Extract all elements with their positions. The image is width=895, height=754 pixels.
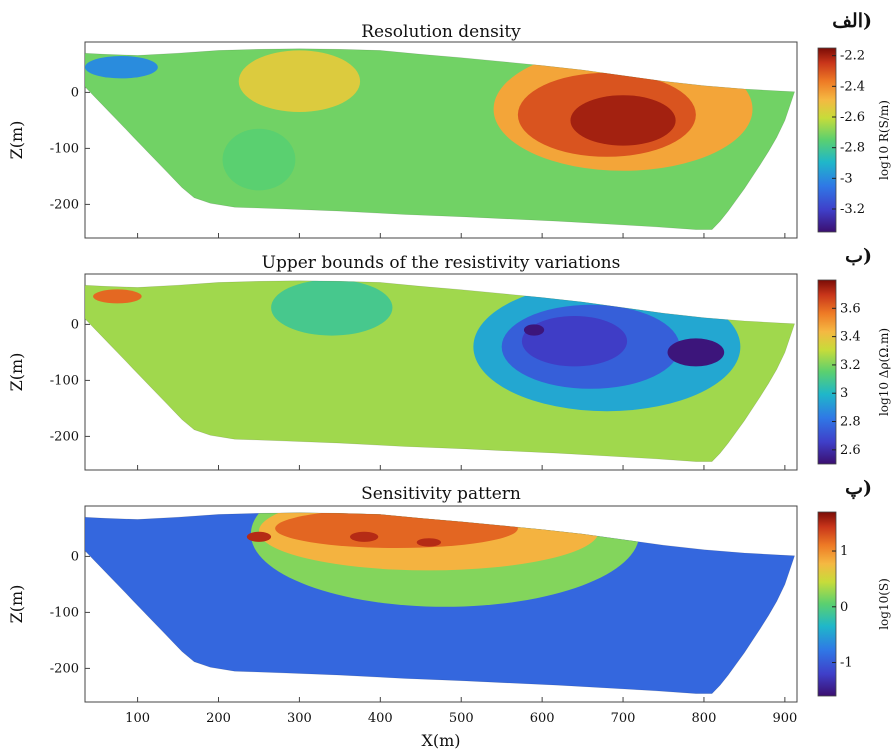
colorbar-tick-label: -2.4 xyxy=(840,79,865,94)
colorbar-tick-label: 3.6 xyxy=(840,301,861,316)
panel-tag: الف) xyxy=(832,10,872,32)
colorbar-tick-label: -3 xyxy=(840,171,853,186)
x-tick-label: 300 xyxy=(287,711,312,726)
y-axis-ticks: 0 -100 -200 xyxy=(50,317,90,444)
y-axis-label: Z(m) xyxy=(7,353,26,392)
colorbar: 1 0 -1 log10(S) xyxy=(817,511,891,697)
y-axis-label: Z(m) xyxy=(7,585,26,624)
x-axis-label: X(m) xyxy=(421,731,460,750)
colorbar: 3.6 3.4 3.2 3 2.8 2.6 log10 Δρ(Ω.m) xyxy=(817,279,891,465)
heatmap-anomaly xyxy=(349,531,379,542)
colorbar-tick-label: -2.8 xyxy=(840,141,865,156)
colorbar-label: log10 R(S/m) xyxy=(877,100,891,180)
x-axis-ticks: 100 200 300 400 500 600 700 800 900 xyxy=(125,697,797,726)
colorbar-tick-label: 3.2 xyxy=(840,358,861,373)
panel-upper-bounds: Upper bounds of the resistivity variatio… xyxy=(7,245,891,471)
colorbar-bar xyxy=(817,279,837,465)
y-tick-label: -100 xyxy=(50,373,79,388)
x-tick-label: 500 xyxy=(449,711,474,726)
colorbar-tick-label: -1 xyxy=(840,656,853,671)
heatmap-contour-region xyxy=(238,50,361,112)
colorbar-tick-label: -2.2 xyxy=(840,49,865,64)
heatmap-anomaly xyxy=(667,338,725,367)
heatmap-anomaly xyxy=(416,538,442,547)
colorbar-bar xyxy=(817,511,837,697)
panel-tag: ب) xyxy=(845,245,872,267)
heatmap-area xyxy=(84,48,796,238)
heatmap-anomaly xyxy=(222,128,296,191)
x-tick-label: 400 xyxy=(368,711,393,726)
heatmap-contour-region xyxy=(271,280,393,336)
panel-sensitivity: Sensitivity pattern پ) 0 -100 -200 100 200 3… xyxy=(7,477,891,750)
heatmap-anomaly xyxy=(93,289,142,304)
y-tick-label: -200 xyxy=(50,661,79,676)
x-tick-label: 600 xyxy=(530,711,555,726)
colorbar-label: log10 Δρ(Ω.m) xyxy=(877,328,891,416)
x-tick-label: 700 xyxy=(611,711,636,726)
x-tick-label: 800 xyxy=(692,711,717,726)
section-outline xyxy=(84,512,796,694)
y-tick-label: -100 xyxy=(50,605,79,620)
colorbar: -2.2 -2.4 -2.6 -2.8 -3 -3.2 log10 R(S/m) xyxy=(817,47,891,233)
heatmap-contour-region xyxy=(521,316,628,367)
x-tick-label: 200 xyxy=(206,711,231,726)
panel-title: Sensitivity pattern xyxy=(361,484,521,504)
x-tick-label: 100 xyxy=(125,711,150,726)
colorbar-tick-label: 0 xyxy=(840,600,848,615)
colorbar-tick-label: 1 xyxy=(840,544,848,559)
y-tick-label: 0 xyxy=(71,85,79,100)
section-outline xyxy=(84,48,796,230)
heatmap-contour-region xyxy=(570,95,676,146)
colorbar-bar xyxy=(817,47,837,233)
panel-title: Upper bounds of the resistivity variatio… xyxy=(262,253,621,273)
y-tick-label: -200 xyxy=(50,429,79,444)
y-tick-label: -100 xyxy=(50,141,79,156)
y-axis-ticks: 0 -100 -200 xyxy=(50,85,90,212)
y-tick-label: -200 xyxy=(50,197,79,212)
colorbar-tick-label: 3.4 xyxy=(840,330,861,345)
y-tick-label: 0 xyxy=(71,549,79,564)
panel-tag: پ) xyxy=(845,477,872,499)
colorbar-tick-label: 2.8 xyxy=(840,415,861,430)
panel-resolution-density: Resolution density الف) 0 -100 -200 Z(m) -… xyxy=(7,10,891,239)
heatmap-anomaly xyxy=(523,324,545,336)
colorbar-label: log10(S) xyxy=(877,578,891,630)
colorbar-tick-label: 3 xyxy=(840,386,848,401)
heatmap-area xyxy=(84,512,796,694)
y-axis-label: Z(m) xyxy=(7,121,26,160)
heatmap-anomaly xyxy=(85,55,158,79)
heatmap-anomaly xyxy=(246,531,272,542)
panel-title: Resolution density xyxy=(361,22,521,42)
y-axis-ticks: 0 -100 -200 xyxy=(50,549,90,676)
colorbar-tick-label: -3.2 xyxy=(840,202,865,217)
x-tick-label: 900 xyxy=(772,711,797,726)
colorbar-tick-label: -2.6 xyxy=(840,110,865,125)
y-tick-label: 0 xyxy=(71,317,79,332)
colorbar-tick-label: 2.6 xyxy=(840,443,861,458)
section-outline xyxy=(84,280,796,462)
